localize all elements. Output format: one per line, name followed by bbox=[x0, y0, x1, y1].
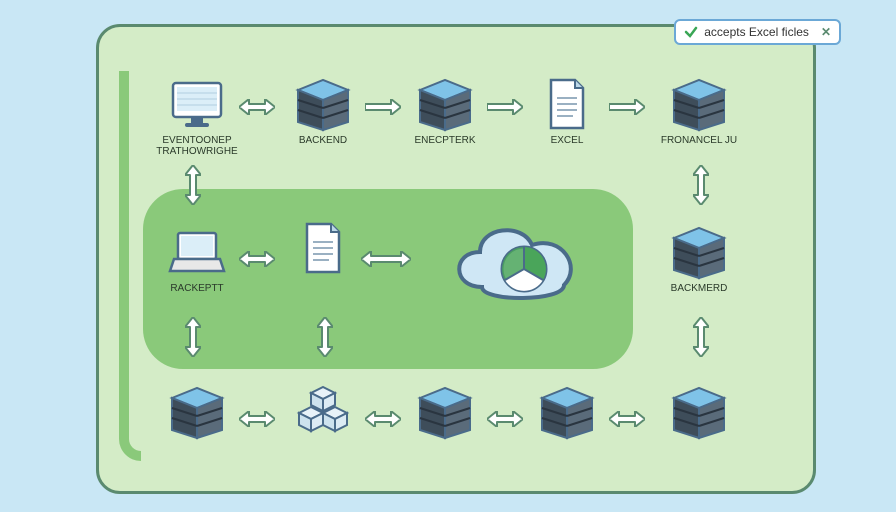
node-n3: ENECPTERK bbox=[399, 79, 491, 146]
node-n9: BACKMERD bbox=[653, 227, 745, 294]
boxes-icon bbox=[291, 387, 355, 439]
node-n7 bbox=[277, 223, 369, 275]
node-n1: EVENTOONEP TRATHOWRIGHE bbox=[151, 79, 243, 157]
node-n8 bbox=[437, 207, 597, 317]
server-icon bbox=[667, 227, 731, 279]
server-icon bbox=[535, 387, 599, 439]
tooltip-accepts-excel: accepts Excel ficles ✕ bbox=[674, 19, 841, 45]
flow-track bbox=[119, 71, 141, 461]
doc-icon bbox=[535, 79, 599, 131]
server-icon bbox=[291, 79, 355, 131]
node-n2: BACKEND bbox=[277, 79, 369, 146]
node-label: BACKMERD bbox=[671, 283, 728, 294]
flow-arrow bbox=[609, 411, 645, 427]
flow-arrow bbox=[693, 165, 709, 205]
flow-arrow bbox=[185, 317, 201, 357]
node-label: FRONANCEL JU bbox=[661, 135, 737, 146]
server-icon bbox=[165, 387, 229, 439]
node-n14 bbox=[653, 387, 745, 439]
flow-arrow bbox=[361, 251, 411, 267]
flow-arrow bbox=[609, 99, 645, 115]
node-n13 bbox=[521, 387, 613, 439]
tooltip-close[interactable]: ✕ bbox=[821, 25, 831, 39]
node-n11 bbox=[277, 387, 369, 439]
node-label: EXCEL bbox=[551, 135, 584, 146]
node-n12 bbox=[399, 387, 491, 439]
doc-icon bbox=[291, 223, 355, 275]
cloud-icon bbox=[442, 207, 592, 317]
node-label: RACKEPTT bbox=[170, 283, 223, 294]
server-icon bbox=[667, 79, 731, 131]
node-n5: FRONANCEL JU bbox=[653, 79, 745, 146]
flow-arrow bbox=[693, 317, 709, 357]
flow-arrow bbox=[487, 411, 523, 427]
node-label: BACKEND bbox=[299, 135, 347, 146]
server-icon bbox=[667, 387, 731, 439]
check-icon bbox=[684, 25, 698, 39]
monitor-icon bbox=[165, 79, 229, 131]
flow-arrow bbox=[365, 99, 401, 115]
flow-arrow bbox=[239, 251, 275, 267]
flow-arrow bbox=[317, 317, 333, 357]
flow-arrow bbox=[239, 411, 275, 427]
flow-arrow bbox=[365, 411, 401, 427]
flow-arrow bbox=[239, 99, 275, 115]
tooltip-text: accepts Excel ficles bbox=[704, 25, 809, 39]
node-n4: EXCEL bbox=[521, 79, 613, 146]
flow-arrow bbox=[185, 165, 201, 205]
diagram-panel: accepts Excel ficles ✕ EVENTOONEP TRATHO… bbox=[96, 24, 816, 494]
node-label: EVENTOONEP TRATHOWRIGHE bbox=[151, 135, 243, 157]
node-label: ENECPTERK bbox=[414, 135, 475, 146]
server-icon bbox=[413, 387, 477, 439]
node-n10 bbox=[151, 387, 243, 439]
laptop-icon bbox=[165, 227, 229, 279]
server-icon bbox=[413, 79, 477, 131]
node-n6: RACKEPTT bbox=[151, 227, 243, 294]
flow-arrow bbox=[487, 99, 523, 115]
